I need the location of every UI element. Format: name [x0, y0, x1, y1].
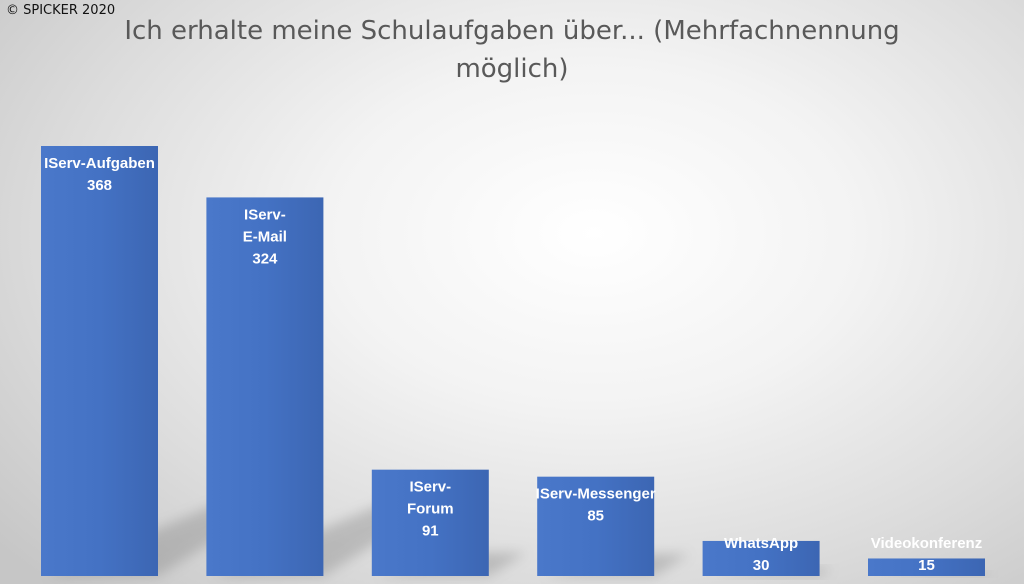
category-label: Forum	[407, 501, 454, 518]
bar	[206, 197, 324, 577]
bar	[702, 540, 820, 576]
value-label: 30	[753, 557, 770, 574]
bar	[41, 146, 158, 576]
category-label: WhatsApp	[724, 535, 798, 552]
category-label: IServ-	[244, 206, 286, 223]
bar	[868, 558, 985, 576]
value-label: 15	[918, 557, 935, 574]
bar-shadows	[47, 506, 992, 576]
category-label: IServ-Messenger	[536, 486, 656, 503]
bars-group	[41, 146, 985, 577]
chart-title: Ich erhalte meine Schulaufgaben über... …	[124, 16, 900, 84]
value-label: 324	[252, 250, 278, 267]
copyright-text: © SPICKER 2020	[6, 3, 116, 18]
value-label: 368	[87, 177, 112, 194]
category-label: IServ-	[409, 479, 451, 496]
value-label: 85	[587, 508, 604, 525]
bar	[537, 476, 655, 576]
value-label: 91	[422, 523, 439, 540]
bar	[371, 469, 489, 576]
category-label: E-Mail	[243, 228, 287, 245]
category-label: IServ-Aufgaben	[44, 155, 155, 172]
bar-labels-group: IServ-Aufgaben 368 IServ- E-Mail 324 IServ- Fo…	[44, 155, 982, 574]
category-label: Videokonferenz	[871, 535, 982, 552]
